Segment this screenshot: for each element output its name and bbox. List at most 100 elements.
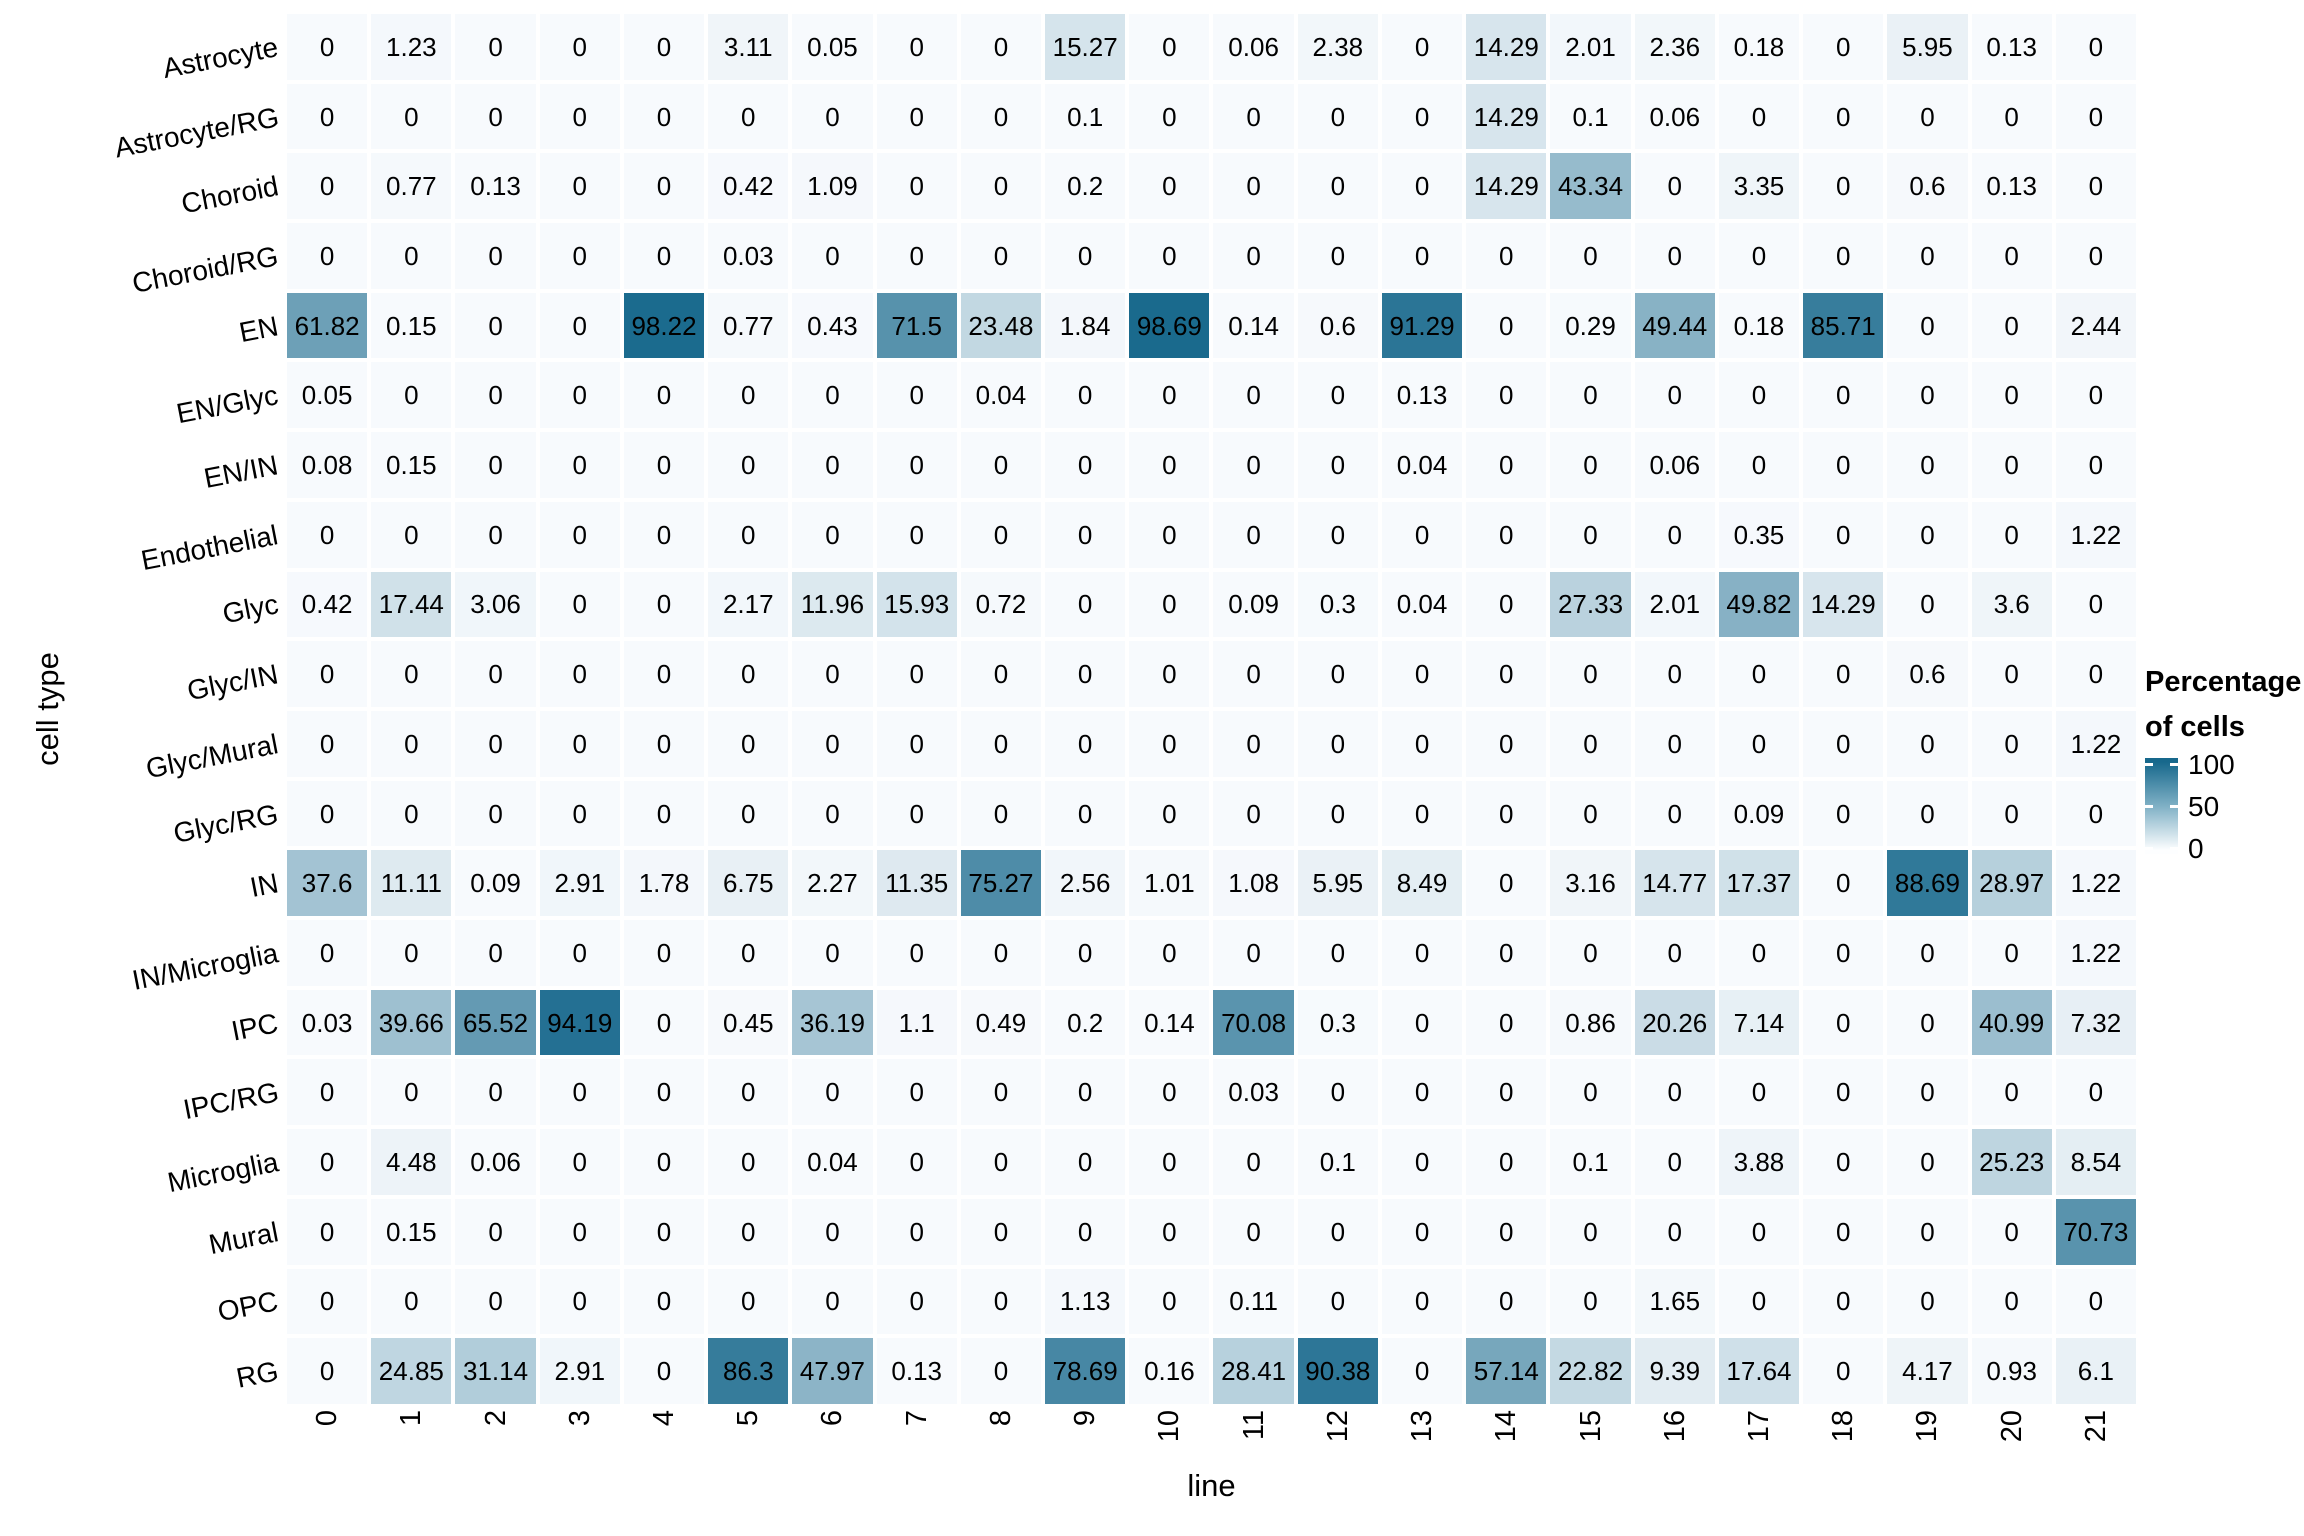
heatmap-cell: 0.15 (371, 292, 452, 359)
heatmap-cell: 0 (1550, 501, 1631, 568)
heatmap-cell: 0 (1213, 780, 1294, 847)
heatmap-cell: 0 (1466, 920, 1547, 986)
heatmap-cell: 0 (623, 641, 705, 707)
heatmap-cell: 0 (1045, 1059, 1126, 1126)
heatmap-cell: 0 (1213, 83, 1294, 150)
heatmap-cell: 0 (1971, 1268, 2052, 1335)
heatmap-cell: 0 (623, 432, 705, 498)
heatmap-cell: 0 (1634, 780, 1715, 847)
heatmap-cell: 65.52 (455, 989, 536, 1056)
heatmap-cell: 0 (623, 989, 705, 1056)
y-tick-label: IPC (229, 1007, 281, 1047)
heatmap-cell: 0 (455, 1059, 536, 1126)
heatmap-cell: 0 (2055, 780, 2136, 847)
heatmap-cell: 3.88 (1718, 1129, 1800, 1195)
heatmap-cell: 0 (1381, 1129, 1463, 1195)
heatmap-cell: 0 (623, 710, 705, 777)
heatmap-cell: 0 (1971, 920, 2052, 986)
heatmap-cell: 0.04 (1381, 432, 1463, 498)
heatmap-cell: 0 (1381, 83, 1463, 150)
heatmap-cell: 0 (539, 223, 620, 289)
heatmap-cell: 0 (1381, 641, 1463, 707)
heatmap-cell: 0 (455, 710, 536, 777)
heatmap-cell: 0 (876, 432, 957, 498)
x-tick-label: 10 (1153, 1410, 1185, 1443)
heatmap-cell: 0 (1887, 362, 1968, 429)
heatmap-cell: 0 (1213, 1198, 1294, 1265)
heatmap-cell: 0 (1634, 1198, 1715, 1265)
heatmap-cell: 0.09 (1718, 780, 1800, 847)
x-tick-label: 18 (1827, 1410, 1859, 1443)
heatmap-cell: 0 (1213, 223, 1294, 289)
heatmap-cell: 0 (371, 1059, 452, 1126)
heatmap-cell: 1.22 (2055, 710, 2136, 777)
heatmap-cell: 0 (876, 1198, 957, 1265)
heatmap-cell: 47.97 (792, 1338, 873, 1404)
legend-tick (2145, 847, 2153, 850)
heatmap-cell: 0 (287, 641, 368, 707)
heatmap-cell: 0 (1129, 223, 1210, 289)
heatmap-cell: 17.37 (1718, 850, 1800, 917)
x-tick-label: 1 (395, 1410, 427, 1427)
x-tick-label: 19 (1911, 1410, 1943, 1443)
heatmap-cell: 0 (287, 1268, 368, 1335)
heatmap-cell: 0.13 (1381, 362, 1463, 429)
heatmap-cell: 0.13 (455, 153, 536, 220)
heatmap-cell: 0 (1381, 1338, 1463, 1404)
heatmap-cell: 2.91 (539, 850, 620, 917)
heatmap-cell: 0 (1887, 501, 1968, 568)
heatmap-cell: 0 (1718, 710, 1800, 777)
heatmap-cell: 0 (1803, 362, 1884, 429)
heatmap-cell: 0 (1297, 223, 1378, 289)
heatmap-cell: 0 (708, 1268, 789, 1335)
heatmap-cell: 0 (1129, 780, 1210, 847)
heatmap-cell: 0 (1297, 780, 1378, 847)
y-tick-label: EN/IN (201, 449, 281, 494)
heatmap-cell: 0 (1381, 153, 1463, 220)
heatmap-cell: 0 (1803, 14, 1884, 80)
heatmap-cell: 0 (1634, 920, 1715, 986)
heatmap-cell: 0 (1213, 641, 1294, 707)
heatmap-cell: 0 (876, 501, 957, 568)
y-tick-label: Microglia (164, 1146, 281, 1199)
heatmap-cell: 0 (1045, 501, 1126, 568)
legend-tick (2145, 805, 2153, 808)
heatmap-cell: 1.09 (792, 153, 873, 220)
heatmap-cell: 90.38 (1297, 1338, 1378, 1404)
legend: Percentage of cells 100 50 0 (2145, 660, 2303, 868)
heatmap-cell: 0 (1634, 1059, 1715, 1126)
y-axis-title: cell type (30, 652, 65, 766)
heatmap-cell: 0 (960, 1338, 1042, 1404)
heatmap-cell: 0 (1045, 1198, 1126, 1265)
heatmap-cell: 0 (1129, 1059, 1210, 1126)
heatmap-cell: 0 (455, 14, 536, 80)
heatmap-cell: 6.1 (2055, 1338, 2136, 1404)
heatmap-cell: 0 (1718, 1059, 1800, 1126)
heatmap-cell: 0 (1634, 223, 1715, 289)
heatmap-cell: 0 (371, 223, 452, 289)
heatmap-cell: 0 (960, 920, 1042, 986)
heatmap-cell: 0.03 (287, 989, 368, 1056)
heatmap-cell: 0 (1803, 641, 1884, 707)
heatmap-cell: 0.42 (708, 153, 789, 220)
heatmap-cell: 3.6 (1971, 571, 2052, 638)
heatmap-cell: 0 (1466, 641, 1547, 707)
heatmap-cell: 14.77 (1634, 850, 1715, 917)
heatmap-cell: 1.78 (623, 850, 705, 917)
heatmap-cell: 0 (539, 1129, 620, 1195)
heatmap-cell: 0 (1887, 710, 1968, 777)
heatmap-cell: 1.65 (1634, 1268, 1715, 1335)
heatmap-cell: 28.41 (1213, 1338, 1294, 1404)
heatmap-cell: 0 (1803, 1338, 1884, 1404)
heatmap-cell: 0 (1803, 780, 1884, 847)
legend-title-line2: of cells (2145, 711, 2245, 743)
heatmap-cell: 49.44 (1634, 292, 1715, 359)
heatmap-cell: 0 (1466, 432, 1547, 498)
heatmap-cell: 11.11 (371, 850, 452, 917)
y-tick-label: Mural (206, 1216, 281, 1261)
x-tick-label: 6 (816, 1410, 848, 1427)
heatmap-cell: 0 (1045, 223, 1126, 289)
heatmap-cell: 1.13 (1045, 1268, 1126, 1335)
x-tick-label: 8 (985, 1410, 1017, 1427)
heatmap-cell: 0 (792, 920, 873, 986)
